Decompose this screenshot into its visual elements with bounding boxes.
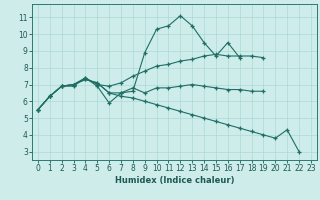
X-axis label: Humidex (Indice chaleur): Humidex (Indice chaleur) [115,176,234,185]
